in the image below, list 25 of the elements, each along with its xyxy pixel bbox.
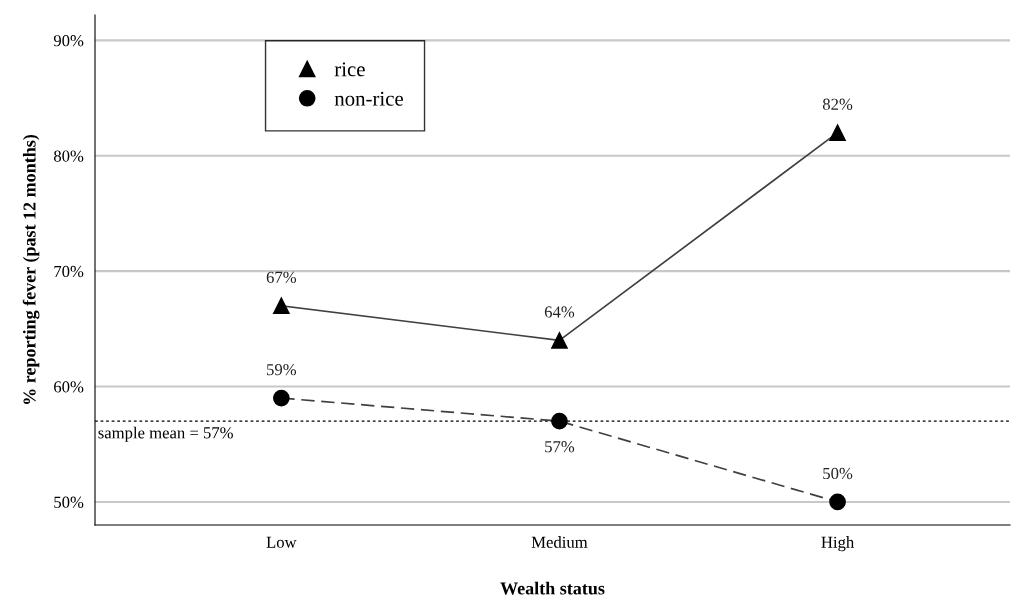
data-label: 59%	[267, 364, 297, 376]
x-tick-label: High	[821, 536, 855, 552]
ref-line-label: sample mean = 57%	[98, 426, 233, 442]
point	[273, 389, 290, 407]
x-tick-label: Medium	[531, 536, 588, 548]
y-tick-label: 60%	[54, 381, 84, 393]
data-label: 50%	[823, 467, 853, 480]
data-label: 67%	[266, 271, 297, 283]
data-label: 64%	[544, 306, 575, 318]
point	[551, 332, 568, 349]
x-axis-title: Wealth status	[500, 581, 605, 595]
x-tick-label: Low	[266, 536, 297, 548]
y-tick-label: 80%	[53, 150, 84, 162]
y-tick-label: 50%	[54, 496, 84, 508]
legend-label: non-rice	[334, 91, 403, 106]
point	[829, 124, 846, 142]
y-tick-label: 70%	[54, 265, 84, 278]
point	[273, 297, 290, 315]
legend-label: rice	[334, 62, 365, 77]
y-axis-title: % reporting fever (past 12 months)	[22, 134, 40, 404]
data-label: 57%	[545, 441, 575, 453]
point	[551, 412, 568, 430]
point	[829, 493, 846, 511]
data-label: 82%	[822, 98, 853, 110]
y-tick-label: 90%	[53, 35, 84, 47]
